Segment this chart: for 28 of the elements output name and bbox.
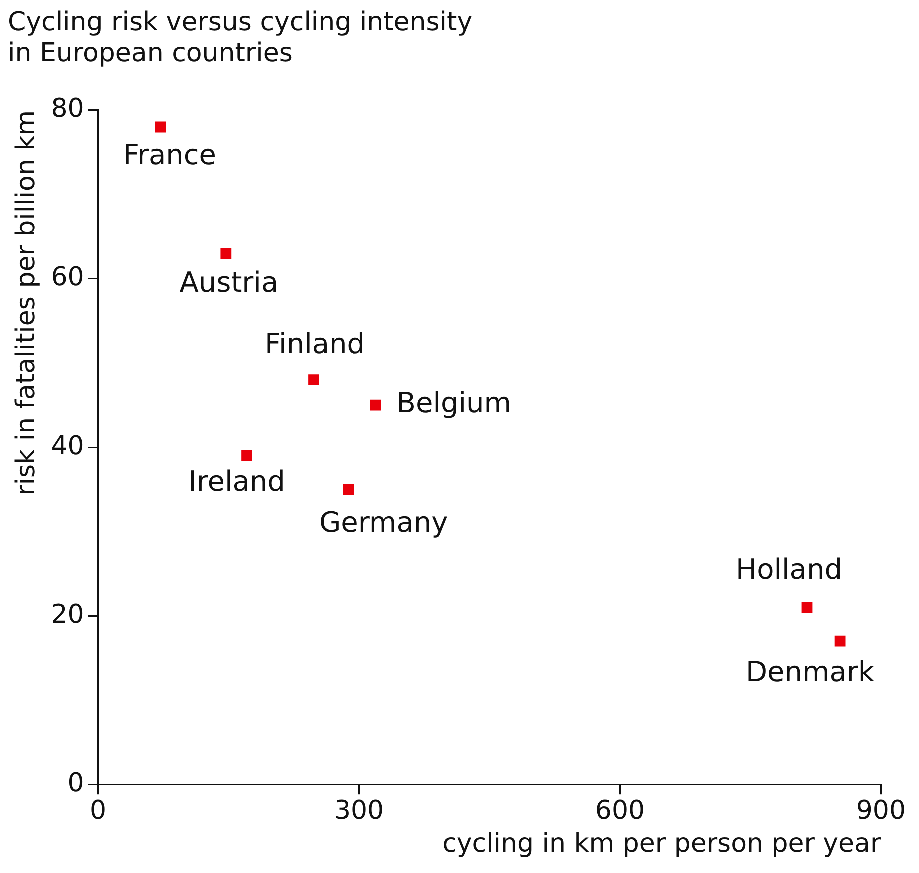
annotation: Finland [264, 327, 366, 360]
annotation: Austria [180, 266, 279, 299]
x-axis-title: cycling in km per person per year [442, 829, 882, 860]
x-tick-label: 600 [595, 796, 646, 826]
annotation: Germany [319, 506, 448, 539]
chart-title: Cycling risk versus cycling intensity in European countries [8, 7, 473, 69]
annotation: France [123, 138, 216, 172]
y-tick-label: 40 [51, 431, 84, 462]
x-tick-label: 900 [856, 796, 906, 826]
y-tick-label: 60 [51, 262, 84, 293]
point [802, 602, 813, 614]
y-tick-label: 80 [51, 94, 84, 124]
annotation: Denmark [746, 656, 876, 689]
point [343, 484, 354, 496]
y-tick-label: 0 [68, 768, 84, 798]
point [308, 374, 320, 386]
point [242, 450, 252, 462]
point [834, 636, 846, 647]
y-axis-title: risk in fatalities per billion km [11, 110, 42, 496]
point [155, 122, 166, 133]
x-tick-label: 0 [90, 796, 107, 826]
point [370, 400, 382, 411]
y-tick-label: 20 [51, 600, 84, 630]
annotation: Holland [736, 552, 842, 586]
x-tick-label: 300 [334, 796, 384, 826]
annotation: Ireland [188, 465, 286, 498]
point [220, 248, 232, 260]
annotation: Belgium [396, 386, 512, 420]
